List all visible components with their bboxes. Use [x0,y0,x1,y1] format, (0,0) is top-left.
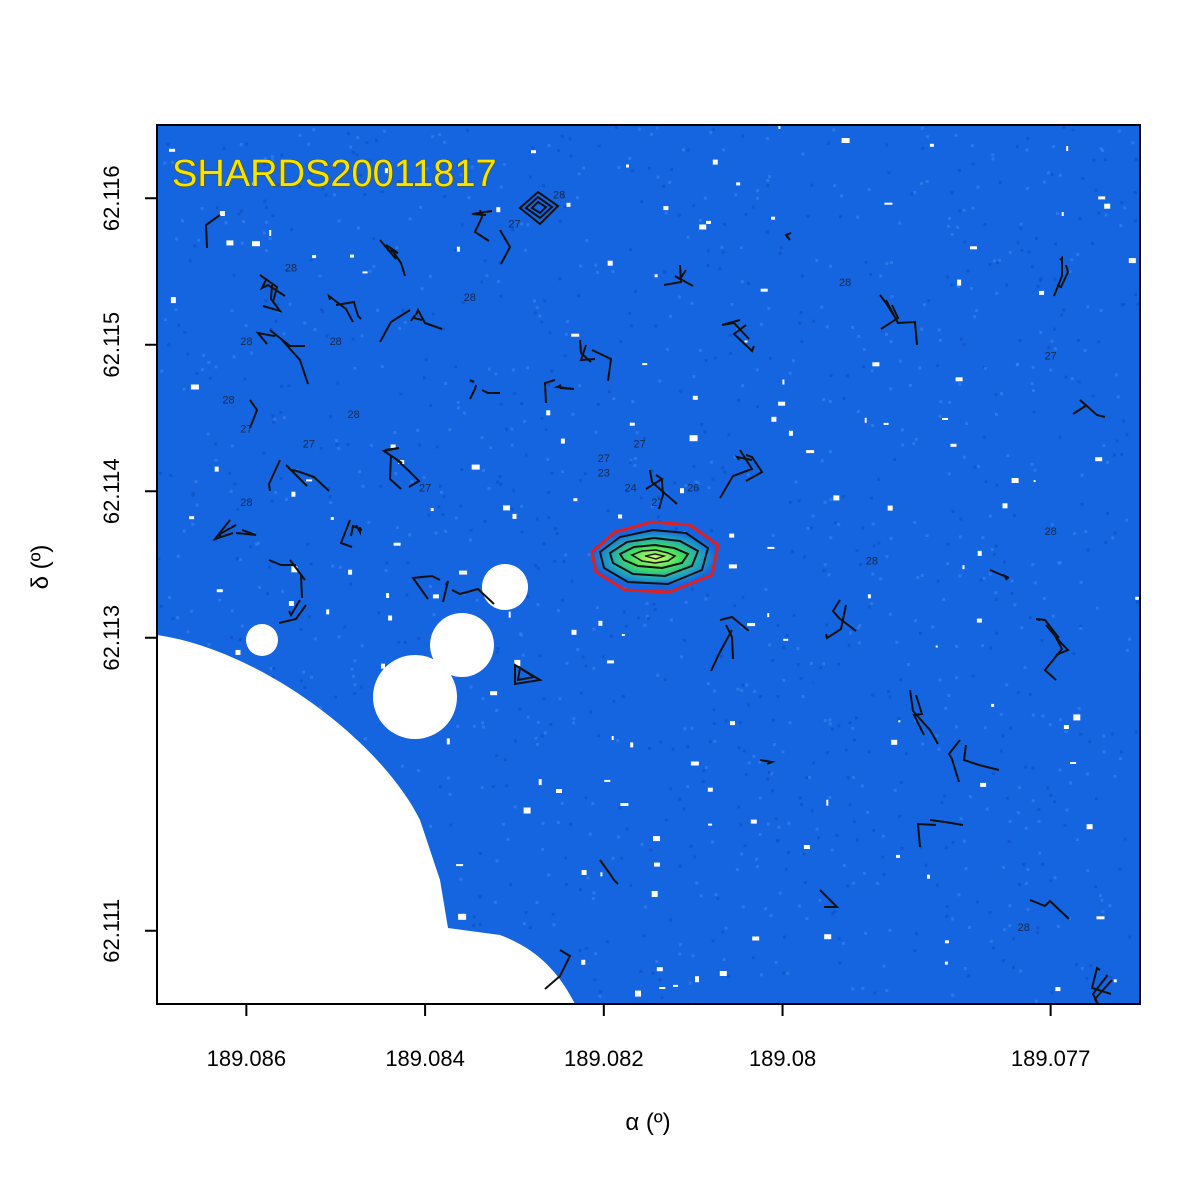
x-tick-label: 189.077 [1011,1046,1091,1071]
contour-knot [514,190,560,686]
chart-title: SHARDS20011817 [172,153,497,195]
plot-area: 28 28 28 27 28 27 28 28 28 27 27 28 27 27 23 24 27 26 28 28… [157,125,1140,1004]
contour-label: 28 [464,292,476,304]
masked-region-large [157,635,575,1004]
contour-label: 27 [598,453,610,465]
contour-label: 27 [240,424,252,436]
y-axis-label: δ (º) [27,545,54,590]
contour-label: 28 [839,277,851,289]
plot-frame [156,124,1141,1005]
x-axis-label: α (º) [625,1109,670,1136]
masked-blob [430,613,494,677]
x-tick-label: 189.084 [385,1046,465,1071]
contour-label: 27 [508,219,520,231]
contour-label: 27 [633,438,645,450]
contour-label: 26 [687,482,699,494]
contour-label: 28 [1044,526,1056,538]
contour-label: 27 [1044,350,1056,362]
contour-label: 28 [1018,922,1030,934]
contour-label: 27 [303,438,315,450]
contour-labels: 28 28 28 27 28 27 28 28 28 27 27 28 27 27 23 24 27 26 28 28… [222,189,1056,934]
contour-label: 24 [624,482,636,494]
y-tick-label: 62.111 [99,899,124,963]
x-axis: 189.086 189.084 189.082 189.08 189.077 [207,1004,1091,1071]
contour-label: 23 [598,468,610,480]
contour-label: 28 [866,556,878,568]
contour-label: 27 [651,497,663,509]
y-tick-label: 62.114 [99,458,124,524]
x-tick-label: 189.082 [564,1046,644,1071]
contour-label: 28 [347,409,359,421]
source-contours [590,520,720,594]
masked-blob [373,655,457,739]
contour-label: 28 [330,336,342,348]
contour-label: 28 [553,189,565,201]
contour-label: 28 [240,497,252,509]
x-tick-label: 189.086 [207,1046,287,1071]
y-tick-label: 62.115 [99,312,124,378]
y-tick-label: 62.113 [99,605,124,671]
y-axis: 62.116 62.115 62.114 62.113 62.111 [99,165,157,963]
contour-label: 27 [419,482,431,494]
contour-label: 28 [285,263,297,275]
noise-contours [204,209,1113,1004]
masked-blob [482,564,528,610]
y-tick-label: 62.116 [99,165,124,231]
masked-blob [246,624,278,656]
x-tick-label: 189.08 [749,1046,816,1071]
contour-label: 28 [240,336,252,348]
contour-label: 28 [222,394,234,406]
